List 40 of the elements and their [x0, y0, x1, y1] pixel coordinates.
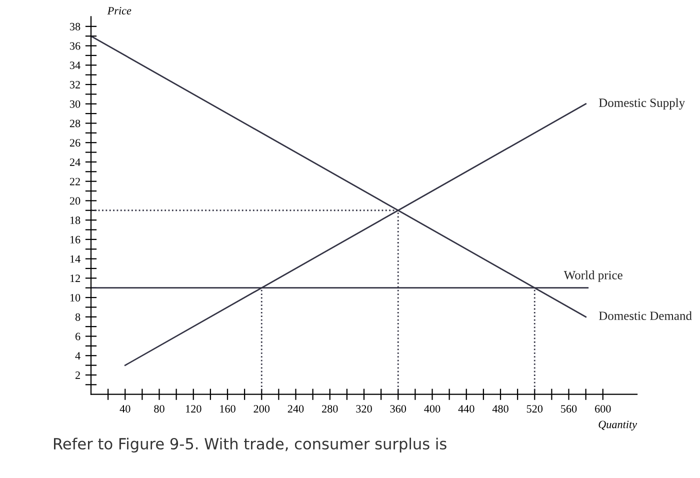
x-tick-label: 40 [120, 405, 130, 413]
y-tick-label: 20 [70, 197, 80, 205]
x-tick-label: 240 [288, 405, 304, 413]
y-tick-label: 8 [75, 313, 80, 321]
x-tick-label: 600 [595, 405, 611, 413]
x-tick-label: 80 [154, 405, 164, 413]
x-axis-title: Quantity [598, 420, 638, 430]
y-tick-label: 24 [70, 158, 80, 166]
x-tick-label: 280 [322, 405, 338, 413]
y-tick-label: 32 [70, 81, 80, 88]
y-tick-label: 30 [70, 100, 80, 108]
y-tick-label: 38 [70, 22, 80, 30]
x-tick-label: 440 [458, 405, 474, 413]
y-tick-label: 16 [70, 236, 80, 244]
series-label: Domestic Demand [598, 311, 692, 320]
y-tick-label: 12 [70, 274, 80, 282]
y-tick-label: 4 [75, 352, 80, 360]
series-label: Domestic Supply [598, 98, 686, 110]
y-tick-label: 34 [70, 62, 80, 70]
x-tick-label: 360 [390, 405, 406, 413]
y-tick-label: 22 [70, 178, 80, 186]
y-tick-label: 18 [70, 216, 80, 224]
x-tick-label: 200 [254, 405, 270, 413]
y-axis-title: Price [107, 7, 132, 14]
y-tick-label: 26 [70, 139, 80, 147]
y-tick-label: 6 [76, 332, 80, 340]
x-tick-label: 560 [561, 405, 577, 413]
x-tick-label: 160 [220, 405, 236, 413]
y-tick-label: 2 [76, 371, 80, 379]
x-tick-label: 480 [492, 405, 508, 413]
y-tick-label: 10 [70, 294, 80, 302]
y-tick-label: 14 [70, 255, 80, 263]
ref-line-label: World price [564, 270, 622, 282]
x-tick-label: 120 [186, 405, 202, 413]
y-tick-label: 36 [70, 42, 80, 50]
y-tick-label: 28 [70, 120, 80, 128]
x-tick-label: 520 [526, 405, 543, 413]
text: Refer to Figure 9-5. With trade, consumer surplus is [54, 438, 446, 452]
x-tick-label: 400 [424, 405, 440, 413]
x-tick-label: 320 [356, 405, 372, 413]
